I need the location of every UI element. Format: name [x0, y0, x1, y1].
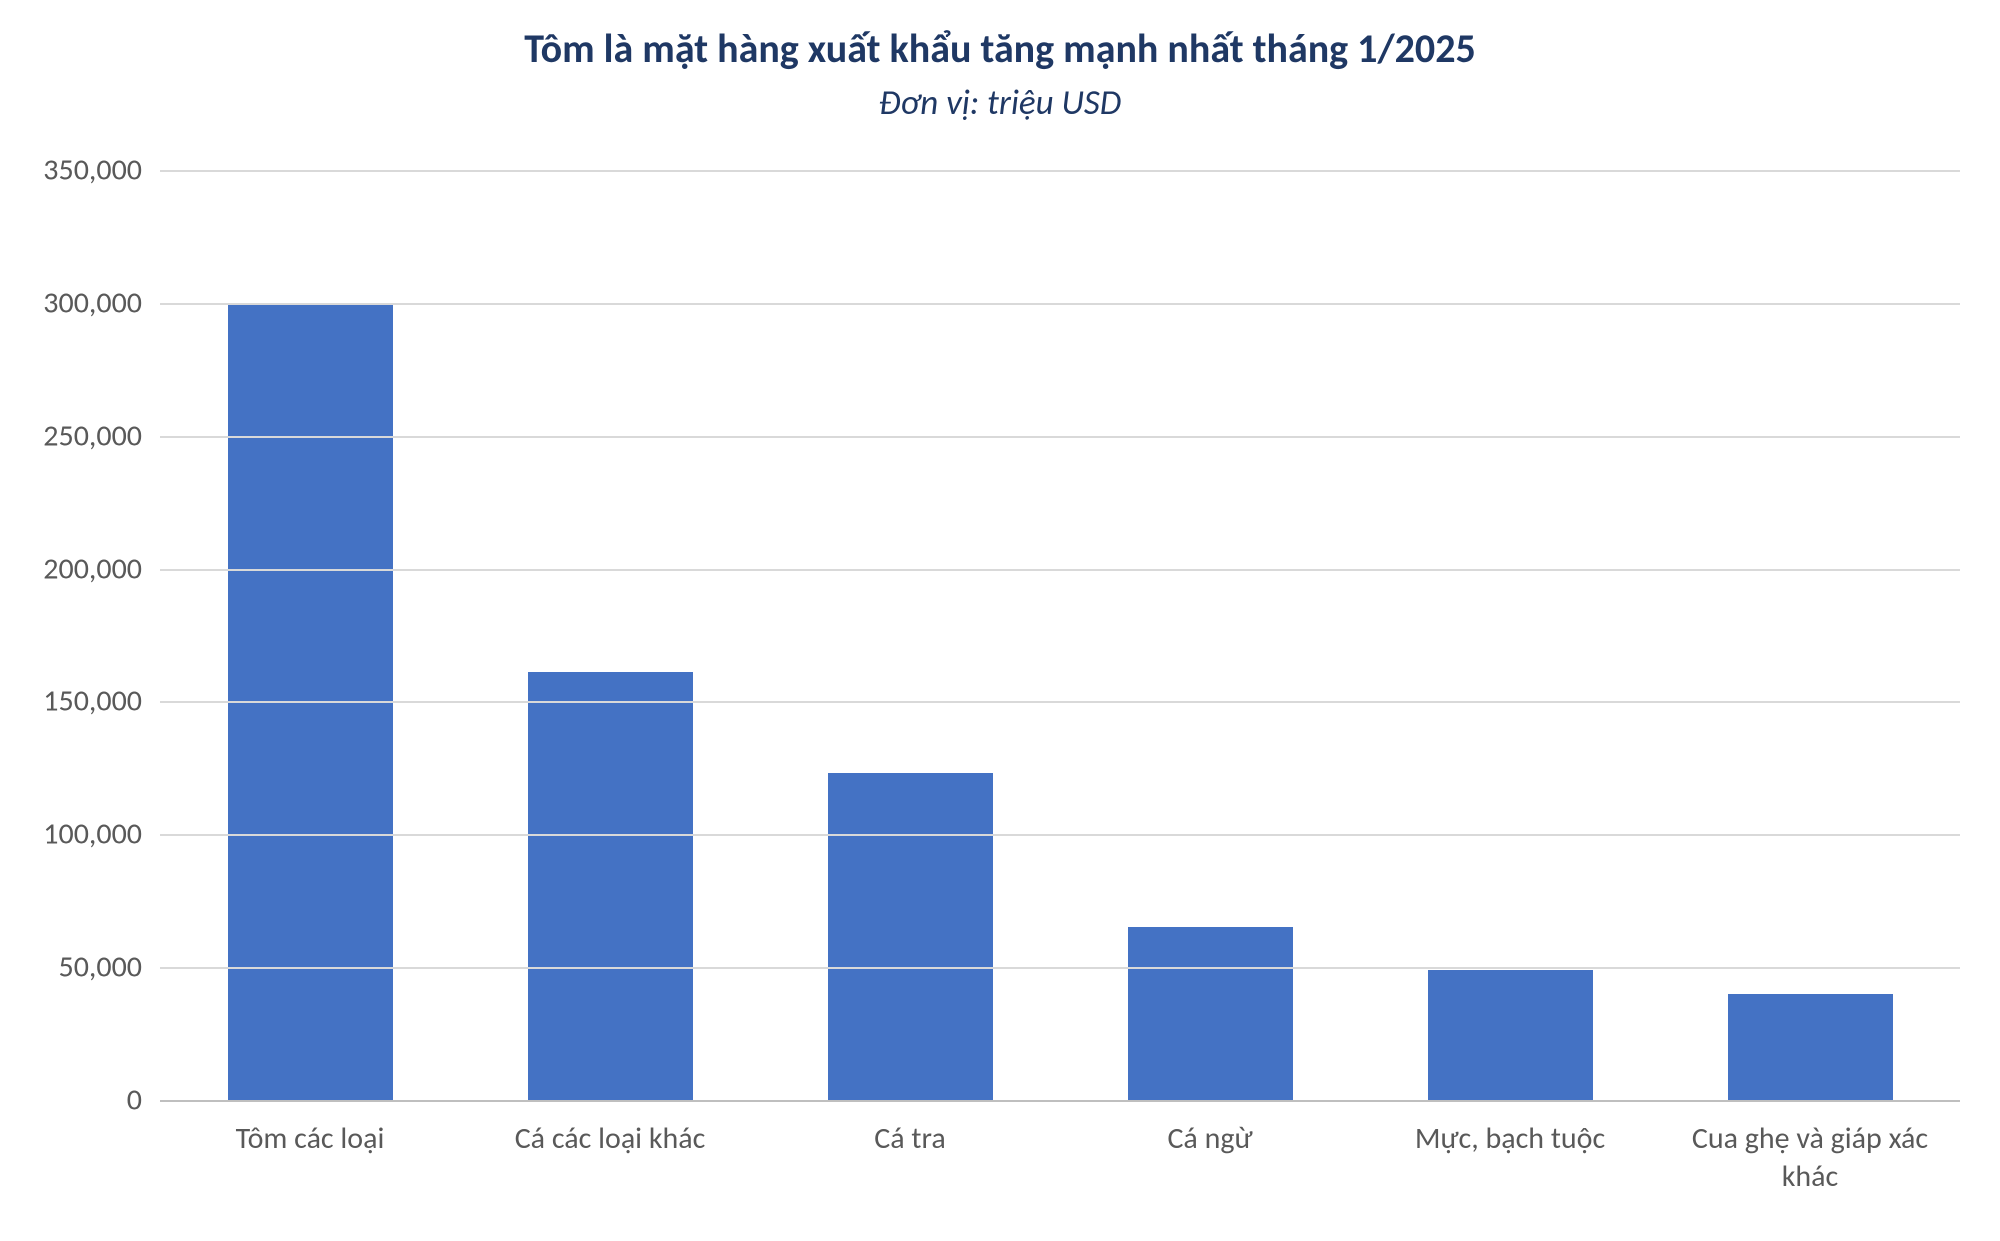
bar [1128, 927, 1293, 1100]
y-tick-label: 50,000 [2, 949, 142, 986]
bar-slot [1660, 170, 1960, 1100]
gridline [160, 967, 1960, 969]
bar [828, 773, 993, 1100]
gridline [160, 170, 1960, 172]
y-tick-label: 100,000 [2, 816, 142, 853]
gridline [160, 436, 1960, 438]
x-tick-label: Cá các loại khác [480, 1120, 740, 1158]
bar-slot [160, 170, 460, 1100]
gridline [160, 303, 1960, 305]
bar-slot [460, 170, 760, 1100]
gridline [160, 569, 1960, 571]
y-tick-label: 150,000 [2, 683, 142, 720]
bar [1428, 970, 1593, 1100]
bar [528, 672, 693, 1100]
x-tick-label: Tôm các loại [180, 1120, 440, 1158]
x-tick-label: Mực, bạch tuộc [1380, 1120, 1640, 1158]
bar [1728, 994, 1893, 1100]
axis-baseline [160, 1100, 1960, 1102]
gridline [160, 701, 1960, 703]
bars-layer [160, 170, 1960, 1100]
y-tick-label: 300,000 [2, 284, 142, 321]
gridline [160, 834, 1960, 836]
y-tick-label: 0 [2, 1082, 142, 1119]
x-tick-label: Cá ngừ [1080, 1120, 1340, 1158]
y-tick-label: 350,000 [2, 152, 142, 189]
y-tick-label: 200,000 [2, 550, 142, 587]
bar-chart: Tôm là mặt hàng xuất khẩu tăng mạnh nhất… [0, 0, 2000, 1241]
bar-slot [760, 170, 1060, 1100]
chart-subtitle: Đơn vị: triệu USD [0, 82, 2000, 124]
x-tick-label: Cua ghẹ và giáp xác khác [1680, 1120, 1940, 1195]
plot-area [160, 170, 1960, 1100]
bar-slot [1060, 170, 1360, 1100]
bar-slot [1360, 170, 1660, 1100]
chart-title: Tôm là mặt hàng xuất khẩu tăng mạnh nhất… [0, 24, 2000, 73]
x-tick-label: Cá tra [780, 1120, 1040, 1158]
y-tick-label: 250,000 [2, 417, 142, 454]
